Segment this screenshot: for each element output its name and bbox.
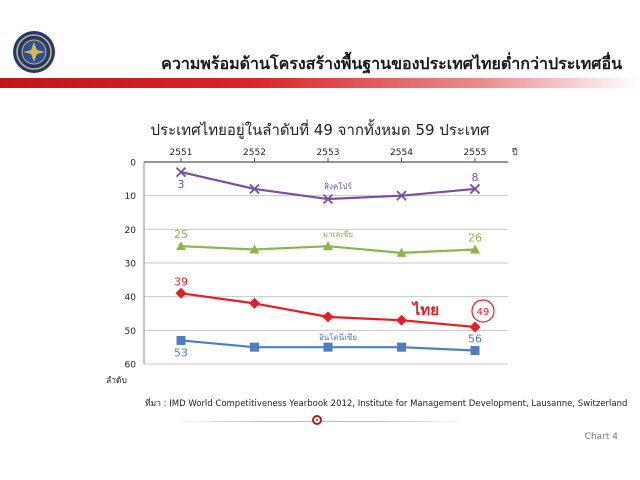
highlight-circle: [471, 299, 495, 323]
data-point: [396, 314, 407, 326]
source-note: ที่มา : IMD World Competitiveness Yearbo…: [145, 399, 628, 409]
data-point: [322, 193, 334, 205]
data-point: [249, 297, 260, 309]
data-point: [323, 241, 333, 251]
data-label: 25: [174, 228, 188, 241]
footer-ornament-icon: [312, 415, 322, 425]
data-point: [175, 166, 187, 178]
data-point: [470, 346, 480, 356]
data-point: [250, 342, 259, 352]
page-label: Chart 4: [584, 432, 618, 442]
x-tick-label: 2551: [170, 148, 193, 158]
data-point: [469, 321, 481, 333]
data-point: [323, 342, 333, 352]
page-title: ความพร้อมด้านโครงสร้างพื้นฐานของประเทศไท…: [161, 54, 622, 73]
header-bar: [0, 78, 640, 88]
y-tick-label: 0: [130, 159, 136, 169]
header: ความพร้อมด้านโครงสร้างพื้นฐานของประเทศไท…: [0, 0, 640, 96]
y-tick-label: 50: [125, 327, 137, 337]
data-point: [176, 241, 186, 251]
x-tick-label: 2553: [317, 148, 340, 158]
x-tick-label: 2552: [243, 148, 266, 158]
data-point: [396, 247, 407, 257]
data-point: [397, 342, 406, 352]
data-point: [176, 335, 186, 345]
series-name-label: สิงคโปร์: [324, 181, 353, 191]
series-name-label: อินโดนีเซีย: [319, 332, 357, 342]
data-label: 3: [178, 178, 185, 191]
data-label: 8: [472, 171, 479, 184]
data-label: 26: [468, 232, 482, 245]
x-tick-label: 2555: [464, 148, 487, 158]
data-point: [249, 183, 260, 195]
data-label: 39: [174, 275, 188, 288]
data-point: [469, 183, 481, 195]
series-name-label: มาเลเซีย: [323, 230, 353, 239]
chart-title: ประเทศไทยอยู่ในลำดับที่ 49 จากทั้งหมด 59…: [150, 121, 490, 139]
x-axis-label: ปี: [512, 147, 518, 158]
series-name-label: ไทย: [411, 300, 439, 319]
data-point: [175, 287, 187, 299]
y-tick-label: 60: [125, 361, 137, 371]
data-point: [396, 190, 407, 201]
y-axis-label: ลำดับ: [106, 376, 127, 386]
y-tick-label: 40: [125, 293, 137, 303]
data-label: 56: [468, 333, 482, 346]
y-tick-label: 10: [125, 192, 137, 202]
ministry-seal-icon: [13, 31, 55, 73]
data-label: 49: [477, 307, 490, 318]
data-point: [249, 244, 260, 254]
x-tick-label: 2554: [390, 148, 413, 158]
data-label: 53: [174, 346, 188, 359]
data-point: [470, 244, 480, 254]
data-point: [322, 311, 334, 323]
y-tick-label: 30: [125, 260, 137, 270]
y-tick-label: 20: [125, 226, 137, 236]
